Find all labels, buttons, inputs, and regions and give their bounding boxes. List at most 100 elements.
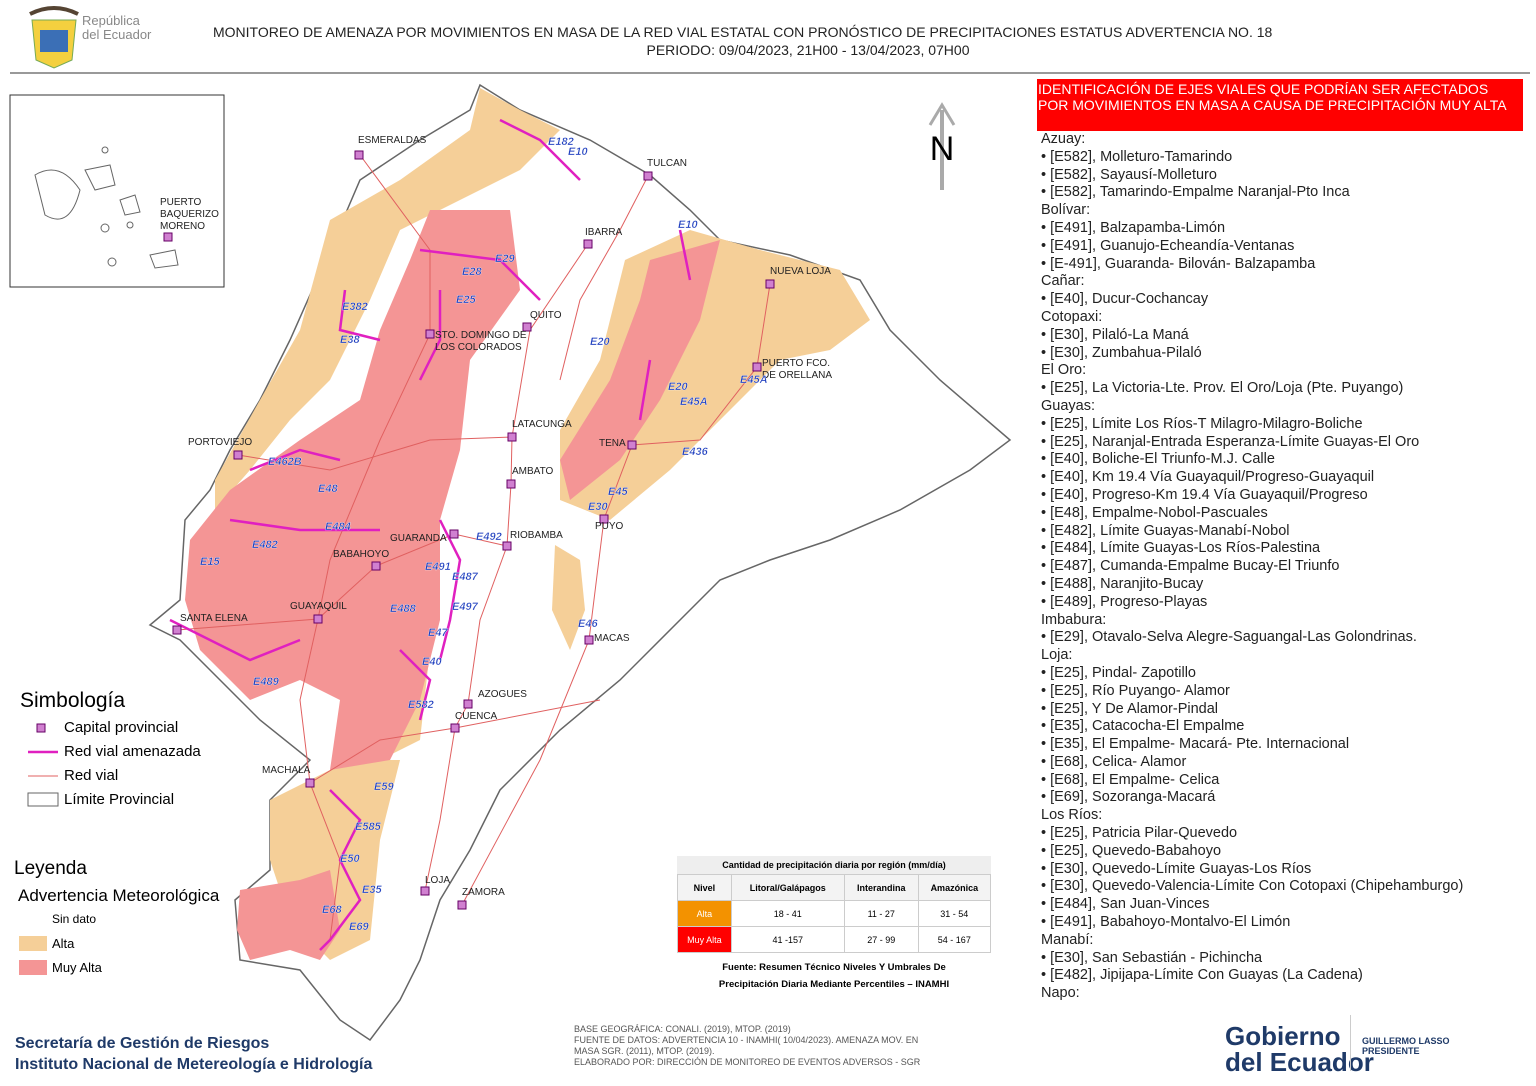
symbology-title: Simbología bbox=[20, 689, 126, 712]
province: Los Ríos: bbox=[1041, 807, 1103, 824]
road-item: • [E582], Tamarindo-Empalme Naranjal-Pto… bbox=[1041, 184, 1350, 201]
road-item: • [E482], Límite Guayas-Manabí-Nobol bbox=[1041, 522, 1290, 539]
road-item: • [E25], Río Puyango- Alamor bbox=[1041, 682, 1230, 699]
threshold-table: Cantidad de precipitación diaria por reg… bbox=[677, 856, 992, 993]
province: Loja: bbox=[1041, 647, 1073, 664]
road-item: • [E68], El Empalme- Celica bbox=[1041, 771, 1220, 788]
city-marker bbox=[507, 432, 517, 442]
notes: BASE GEOGRÁFICA: CONALI. (2019), MTOP. (… bbox=[574, 1024, 920, 1068]
city-label: ESMERALDAS bbox=[358, 135, 427, 146]
city-label: LATACUNGA bbox=[512, 419, 572, 430]
city-layer: ESMERALDAS TULCAN IBARRA NUEVA LOJA QUITOSTO… bbox=[160, 135, 832, 910]
city-label: STO. DOMINGO DE bbox=[435, 330, 527, 341]
logo-line: del Ecuador bbox=[82, 27, 152, 42]
road-label: E48 bbox=[318, 483, 338, 495]
city-label: MACHALA bbox=[262, 765, 311, 776]
road-item: • [E30], San Sebastián - Pichincha bbox=[1041, 949, 1263, 966]
city-label: NUEVA LOJA bbox=[770, 266, 831, 277]
province: El Oro: bbox=[1041, 362, 1087, 379]
road-item: • [E25], Patricia Pilar-Quevedo bbox=[1041, 825, 1238, 842]
header-cell: Nivel bbox=[677, 874, 732, 901]
road-label: E382 bbox=[342, 301, 368, 313]
road-label: E68 bbox=[322, 904, 342, 916]
province: Cotopaxi: bbox=[1041, 308, 1103, 325]
institution: Instituto Nacional de Metereología e Hid… bbox=[15, 1056, 373, 1073]
road-item: • [E25], Y De Alamor-Pindal bbox=[1041, 700, 1219, 717]
road-label: E50 bbox=[340, 853, 360, 865]
road-item: • [E488], Naranjito-Bucay bbox=[1041, 575, 1204, 592]
city-label: GUAYAQUIL bbox=[290, 601, 347, 612]
province: Bolívar: bbox=[1041, 202, 1091, 219]
road-item: • [E40], Progreso-Km 19.4 Vía Guayaquil/… bbox=[1041, 486, 1368, 503]
road-item: • [E582], Molleturo-Tamarindo bbox=[1041, 148, 1233, 165]
panel-heading-bg bbox=[1037, 79, 1523, 131]
province: Cañar: bbox=[1041, 273, 1085, 290]
road-item: • [E25], Quevedo-Babahoyo bbox=[1041, 842, 1222, 859]
road-item: • [E35], Catacocha-El Empalme bbox=[1041, 718, 1245, 735]
road-item: • [E30], Zumbahua-Pilaló bbox=[1041, 344, 1202, 361]
city-marker bbox=[420, 886, 430, 896]
city-label: BABAHOYO bbox=[333, 549, 389, 560]
city-marker bbox=[172, 625, 182, 635]
city-label: LOS COLORADOS bbox=[435, 342, 522, 353]
title: MONITOREO DE AMENAZA POR MOVIMIENTOS EN … bbox=[213, 24, 1273, 40]
legend-symbols bbox=[19, 723, 59, 975]
table-cell: Alta bbox=[677, 900, 732, 927]
road-item: • [E25], La Victoria-Lte. Prov. El Oro/L… bbox=[1041, 380, 1404, 397]
road-label: E35 bbox=[362, 884, 382, 896]
president-line: PRESIDENTE bbox=[1362, 1046, 1420, 1056]
road-item: • [E30], Quevedo-Valencia-Límite Con Cot… bbox=[1041, 878, 1464, 895]
road-label: E585 bbox=[355, 821, 382, 833]
source-line: Precipitación Diaria Mediante Percentile… bbox=[718, 979, 950, 990]
city-marker bbox=[457, 900, 467, 910]
city-label: TULCAN bbox=[647, 158, 687, 169]
road-label: E45 bbox=[608, 486, 628, 498]
table-row: Muy Alta 41 -157 27 - 99 54 - 167 bbox=[677, 926, 992, 953]
president: GUILLERMO LASSO PRESIDENTE bbox=[1362, 1036, 1450, 1056]
road-label: E10 bbox=[568, 146, 588, 158]
road-label: E489 bbox=[253, 676, 280, 688]
road-item: • [E25], Naranjal-Entrada Esperanza-Lími… bbox=[1041, 433, 1420, 450]
city-marker bbox=[371, 561, 381, 571]
road-label: E488 bbox=[390, 603, 417, 615]
table-cell: 11 - 27 bbox=[843, 900, 919, 927]
road-label: E15 bbox=[200, 556, 220, 568]
road-item: • [E482], Jipijapa-Límite Con Guayas (La… bbox=[1041, 967, 1363, 984]
city-label: ZAMORA bbox=[462, 887, 505, 898]
province: Guayas: bbox=[1041, 397, 1095, 414]
city-label: TENA bbox=[599, 438, 626, 449]
city-label: SANTA ELENA bbox=[180, 613, 248, 624]
city-label: PORTOVIEJO bbox=[188, 437, 252, 448]
institutions: Secretaría de Gestión de Riesgos Institut… bbox=[15, 1033, 372, 1075]
city-marker bbox=[599, 514, 609, 524]
header-cell: Amazónica bbox=[917, 874, 992, 901]
city-label: DE ORELLANA bbox=[762, 370, 832, 381]
city-label: RIOBAMBA bbox=[510, 530, 563, 541]
city-marker bbox=[506, 479, 516, 489]
legend-title: Leyenda bbox=[14, 858, 87, 879]
road-item: • [E-491], Guaranda- Bilován- Balzapamba bbox=[1041, 255, 1316, 272]
table-cell: 18 - 41 bbox=[730, 900, 845, 927]
north-label: N bbox=[930, 130, 955, 168]
road-label: E59 bbox=[374, 781, 394, 793]
road-label: E45A bbox=[680, 396, 708, 408]
symbol-label: Red vial amenazada bbox=[64, 743, 201, 760]
road-label: E20 bbox=[590, 336, 610, 348]
city-marker bbox=[463, 699, 473, 709]
legend-subtitle: Advertencia Meteorológica bbox=[18, 886, 220, 905]
road-item: • [E491], Guanujo-Echeandía-Ventanas bbox=[1041, 237, 1295, 254]
road-item: • [E40], Ducur-Cochancay bbox=[1041, 291, 1209, 308]
road-item: • [E582], Sayausí-Molleturo bbox=[1041, 166, 1217, 183]
city-label: PUYO bbox=[595, 521, 624, 532]
road-item: • [E69], Sozoranga-Macará bbox=[1041, 789, 1216, 806]
city-label: MORENO bbox=[160, 221, 205, 232]
level-label: Sin dato bbox=[52, 912, 97, 926]
road-list: Azuay: • [E582], Molleturo-Tamarindo • [E5… bbox=[1041, 131, 1463, 1003]
institution: Secretaría de Gestión de Riesgos bbox=[15, 1035, 270, 1052]
source-line: Fuente: Resumen Técnico Niveles Y Umbral… bbox=[722, 962, 946, 973]
city-marker bbox=[643, 171, 653, 181]
road-item: • [E29], Otavalo-Selva Alegre-Saguangal-… bbox=[1041, 629, 1417, 646]
road-label: E20 bbox=[668, 381, 688, 393]
logo-text: República del Ecuador bbox=[82, 14, 151, 42]
road-label: E497 bbox=[452, 601, 479, 613]
